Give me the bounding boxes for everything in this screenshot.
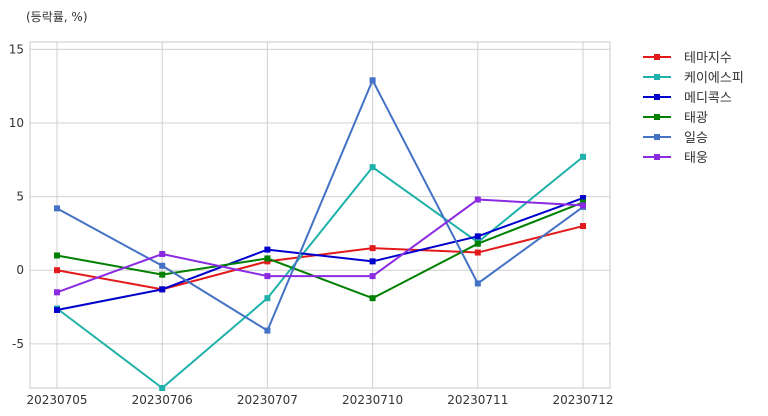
legend-marker (654, 134, 660, 140)
data-point (474, 196, 481, 203)
data-point (54, 205, 60, 212)
data-point (159, 251, 166, 258)
x-axis: 20230705 20230706 20230707 20230710 20230711… (26, 393, 613, 407)
x-tick-label: 20230705 (26, 393, 87, 407)
legend-label: 태광 (684, 111, 708, 126)
data-point (580, 195, 586, 202)
data-point (264, 273, 271, 280)
series-line (56, 156, 584, 390)
y-tick-label: -5 (12, 337, 24, 351)
legend-label: 태웅 (684, 151, 708, 166)
series-6 (54, 196, 586, 296)
y-tick-label: 5 (16, 190, 24, 204)
data-point (369, 273, 376, 280)
legend-item: 일승 (643, 131, 708, 146)
data-point (580, 202, 586, 209)
data-point (369, 295, 376, 302)
legend-label: 메디콕스 (684, 91, 732, 106)
series-3 (54, 195, 586, 313)
x-tick-label: 20230712 (552, 393, 613, 407)
data-point (264, 295, 271, 302)
data-point (264, 246, 271, 253)
y-axis: -5 0 5 10 15 (9, 42, 24, 350)
data-point (159, 385, 166, 391)
x-tick-label: 20230706 (132, 393, 193, 407)
data-point (474, 240, 481, 247)
data-point (54, 306, 60, 313)
series-line (56, 198, 584, 294)
legend-item: 태웅 (643, 151, 708, 166)
data-point (264, 255, 271, 262)
data-point (54, 252, 60, 259)
legend-label: 일승 (684, 131, 708, 146)
data-point (264, 327, 271, 334)
legend-item: 태광 (643, 111, 708, 126)
legend-item: 케이에스피 (643, 71, 744, 86)
data-point (159, 286, 166, 293)
x-tick-label: 20230710 (342, 393, 403, 407)
data-point (474, 280, 481, 287)
legend-marker (654, 154, 660, 160)
y-tick-label: 0 (16, 263, 24, 277)
series-lines (54, 77, 586, 391)
data-point (474, 233, 481, 240)
legend-label: 케이에스피 (684, 71, 744, 86)
legend-item: 테마지수 (643, 51, 732, 66)
y-tick-label: 15 (9, 42, 24, 56)
data-point (474, 249, 481, 256)
series-line (56, 225, 584, 291)
series-line (56, 201, 584, 300)
data-point (54, 267, 60, 274)
legend-marker (654, 94, 660, 100)
plot-area-border (29, 41, 611, 389)
x-tick-label: 20230711 (447, 393, 508, 407)
data-point (580, 153, 586, 160)
series-line (56, 77, 584, 333)
legend-marker (654, 114, 660, 120)
data-point (369, 245, 376, 252)
y-tick-label: 10 (9, 116, 24, 130)
x-tick-label: 20230707 (237, 393, 298, 407)
data-point (54, 289, 60, 296)
plot-frame (29, 41, 611, 389)
y-unit-label: (등락률, %) (26, 10, 88, 24)
data-point (159, 262, 166, 269)
data-point (369, 77, 376, 84)
grid (30, 42, 610, 388)
data-point (369, 164, 376, 171)
legend-marker (654, 74, 660, 80)
legend-item: 메디콕스 (643, 91, 732, 106)
series-2 (54, 153, 586, 391)
data-point (369, 258, 376, 265)
legend-label: 테마지수 (684, 51, 732, 66)
data-point (159, 271, 166, 278)
legend-marker (654, 54, 660, 60)
series-line (56, 197, 584, 311)
data-point (580, 223, 586, 230)
